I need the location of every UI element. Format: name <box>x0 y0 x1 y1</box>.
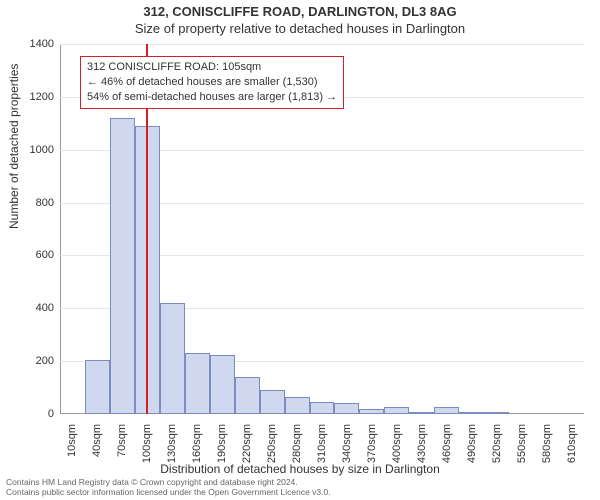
x-tick-label: 610sqm <box>566 424 578 463</box>
x-tick-label: 400sqm <box>391 424 403 463</box>
histogram-bar <box>260 390 285 414</box>
y-tick-label: 1400 <box>30 38 54 50</box>
histogram-bar <box>334 403 359 414</box>
histogram-bar <box>409 412 434 414</box>
histogram-bar <box>384 407 409 414</box>
info-line-1: 312 CONISCLIFFE ROAD: 105sqm <box>87 60 337 75</box>
info-line-2: ← 46% of detached houses are smaller (1,… <box>87 75 337 90</box>
y-axis-line <box>60 44 61 414</box>
x-tick-label: 520sqm <box>491 424 503 463</box>
histogram-bar <box>310 402 335 414</box>
x-tick-label: 370sqm <box>366 424 378 463</box>
histogram-bar <box>285 397 310 414</box>
chart-area: 020040060080010001200140010sqm40sqm70sqm… <box>60 44 584 414</box>
x-tick-label: 280sqm <box>291 424 303 463</box>
footer-line-2: Contains public sector information licen… <box>6 487 331 497</box>
x-tick-label: 70sqm <box>116 424 128 457</box>
y-tick-label: 0 <box>48 408 54 420</box>
x-tick-label: 460sqm <box>441 424 453 463</box>
y-tick-label: 200 <box>36 355 54 367</box>
x-tick-label: 130sqm <box>166 424 178 463</box>
y-axis-title: Number of detached properties <box>7 64 21 229</box>
info-line-3: 54% of semi-detached houses are larger (… <box>87 90 337 105</box>
y-tick-label: 400 <box>36 302 54 314</box>
histogram-bar <box>85 360 110 414</box>
histogram-bar <box>235 377 260 414</box>
marker-info-box: 312 CONISCLIFFE ROAD: 105sqm ← 46% of de… <box>80 56 344 109</box>
x-tick-label: 250sqm <box>266 424 278 463</box>
histogram-bar <box>434 407 459 414</box>
page-subtitle: Size of property relative to detached ho… <box>0 19 600 36</box>
footer-attribution: Contains HM Land Registry data © Crown c… <box>6 477 331 497</box>
y-tick-label: 1000 <box>30 144 54 156</box>
y-tick-label: 1200 <box>30 91 54 103</box>
x-tick-label: 430sqm <box>416 424 428 463</box>
x-tick-label: 310sqm <box>316 424 328 463</box>
histogram-bar <box>484 412 509 414</box>
x-tick-label: 40sqm <box>91 424 103 457</box>
x-tick-label: 190sqm <box>216 424 228 463</box>
histogram-bar <box>185 353 210 414</box>
histogram-bar <box>459 412 484 414</box>
footer-line-1: Contains HM Land Registry data © Crown c… <box>6 477 331 487</box>
x-axis-title: Distribution of detached houses by size … <box>0 462 600 476</box>
histogram-bar <box>160 303 185 414</box>
histogram-bar <box>110 118 135 414</box>
x-tick-label: 550sqm <box>516 424 528 463</box>
page-title: 312, CONISCLIFFE ROAD, DARLINGTON, DL3 8… <box>0 0 600 19</box>
y-tick-label: 600 <box>36 249 54 261</box>
y-tick-label: 800 <box>36 197 54 209</box>
histogram-bar <box>210 355 235 414</box>
x-tick-label: 220sqm <box>241 424 253 463</box>
x-tick-label: 160sqm <box>191 424 203 463</box>
x-tick-label: 580sqm <box>541 424 553 463</box>
x-tick-label: 100sqm <box>141 424 153 463</box>
histogram-bar <box>359 409 384 414</box>
x-tick-label: 10sqm <box>66 424 78 457</box>
property-size-chart: 312, CONISCLIFFE ROAD, DARLINGTON, DL3 8… <box>0 0 600 500</box>
x-tick-label: 490sqm <box>466 424 478 463</box>
x-tick-label: 340sqm <box>341 424 353 463</box>
y-gridline <box>60 44 584 45</box>
